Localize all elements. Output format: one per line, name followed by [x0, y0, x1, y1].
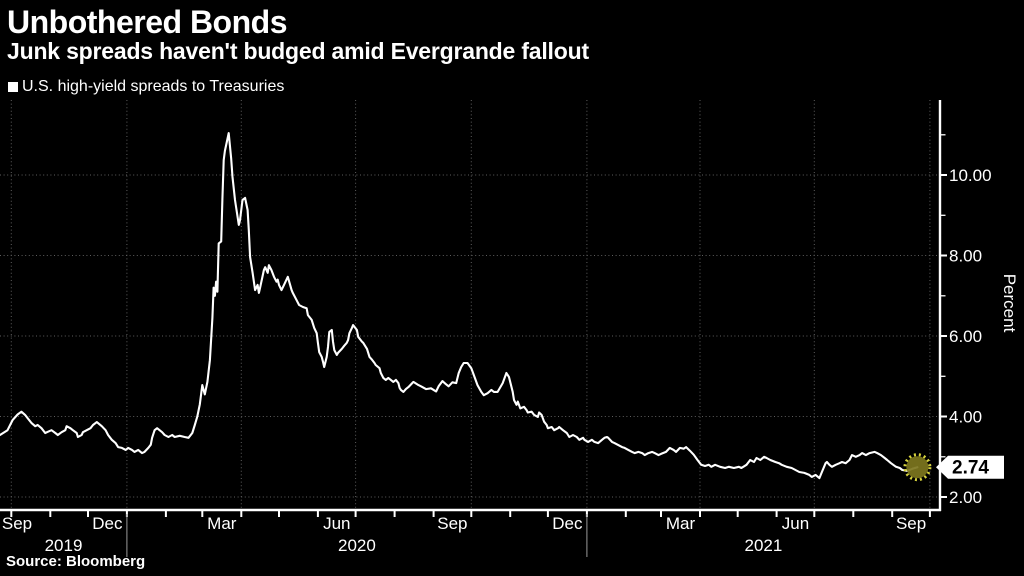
- x-tick-label: Jun: [782, 514, 809, 533]
- y-tick-label: 8.00: [949, 247, 982, 266]
- last-value-label: 2.74: [952, 458, 989, 479]
- legend: U.S. high-yield spreads to Treasuries: [8, 78, 284, 96]
- x-tick-label: Sep: [437, 514, 467, 533]
- x-tick-label: Jun: [323, 514, 350, 533]
- y-tick-label: 10.00: [949, 166, 992, 185]
- chart-grid-and-series: [0, 100, 940, 510]
- year-label: 2021: [744, 536, 782, 555]
- spread-line: [0, 132, 919, 480]
- legend-square-icon: [8, 82, 18, 92]
- x-tick-label: Mar: [207, 514, 237, 533]
- tag-callout-shape: [936, 455, 1004, 479]
- legend-label: U.S. high-yield spreads to Treasuries: [22, 78, 285, 95]
- x-tick-label: Sep: [896, 514, 926, 533]
- axis-ticks-and-labels: Sep Dec Mar Jun Sep Dec Mar Jun Sep 2019 2020 2021 2…: [2, 134, 992, 557]
- y-axis-title: Percent: [1000, 274, 1019, 333]
- y-tick-label: 6.00: [949, 327, 982, 346]
- page-subtitle: Junk spreads haven't budged amid Evergra…: [7, 38, 589, 64]
- x-tick-label: Mar: [666, 514, 696, 533]
- y-tick-label: 2.00: [949, 488, 982, 507]
- x-tick-label: Sep: [2, 514, 32, 533]
- x-tick-label: Dec: [92, 514, 123, 533]
- page-title: Unbothered Bonds: [7, 4, 287, 40]
- x-tick-label: Dec: [552, 514, 583, 533]
- source-credit: Source: Bloomberg: [6, 553, 146, 570]
- year-label: 2019: [45, 536, 83, 555]
- endpoint-marker: [906, 456, 929, 479]
- last-value-tag: 2.74: [936, 455, 1004, 479]
- y-tick-label: 4.00: [949, 408, 982, 427]
- year-label: 2020: [338, 536, 376, 555]
- endpoint-marker-ring: [903, 453, 932, 482]
